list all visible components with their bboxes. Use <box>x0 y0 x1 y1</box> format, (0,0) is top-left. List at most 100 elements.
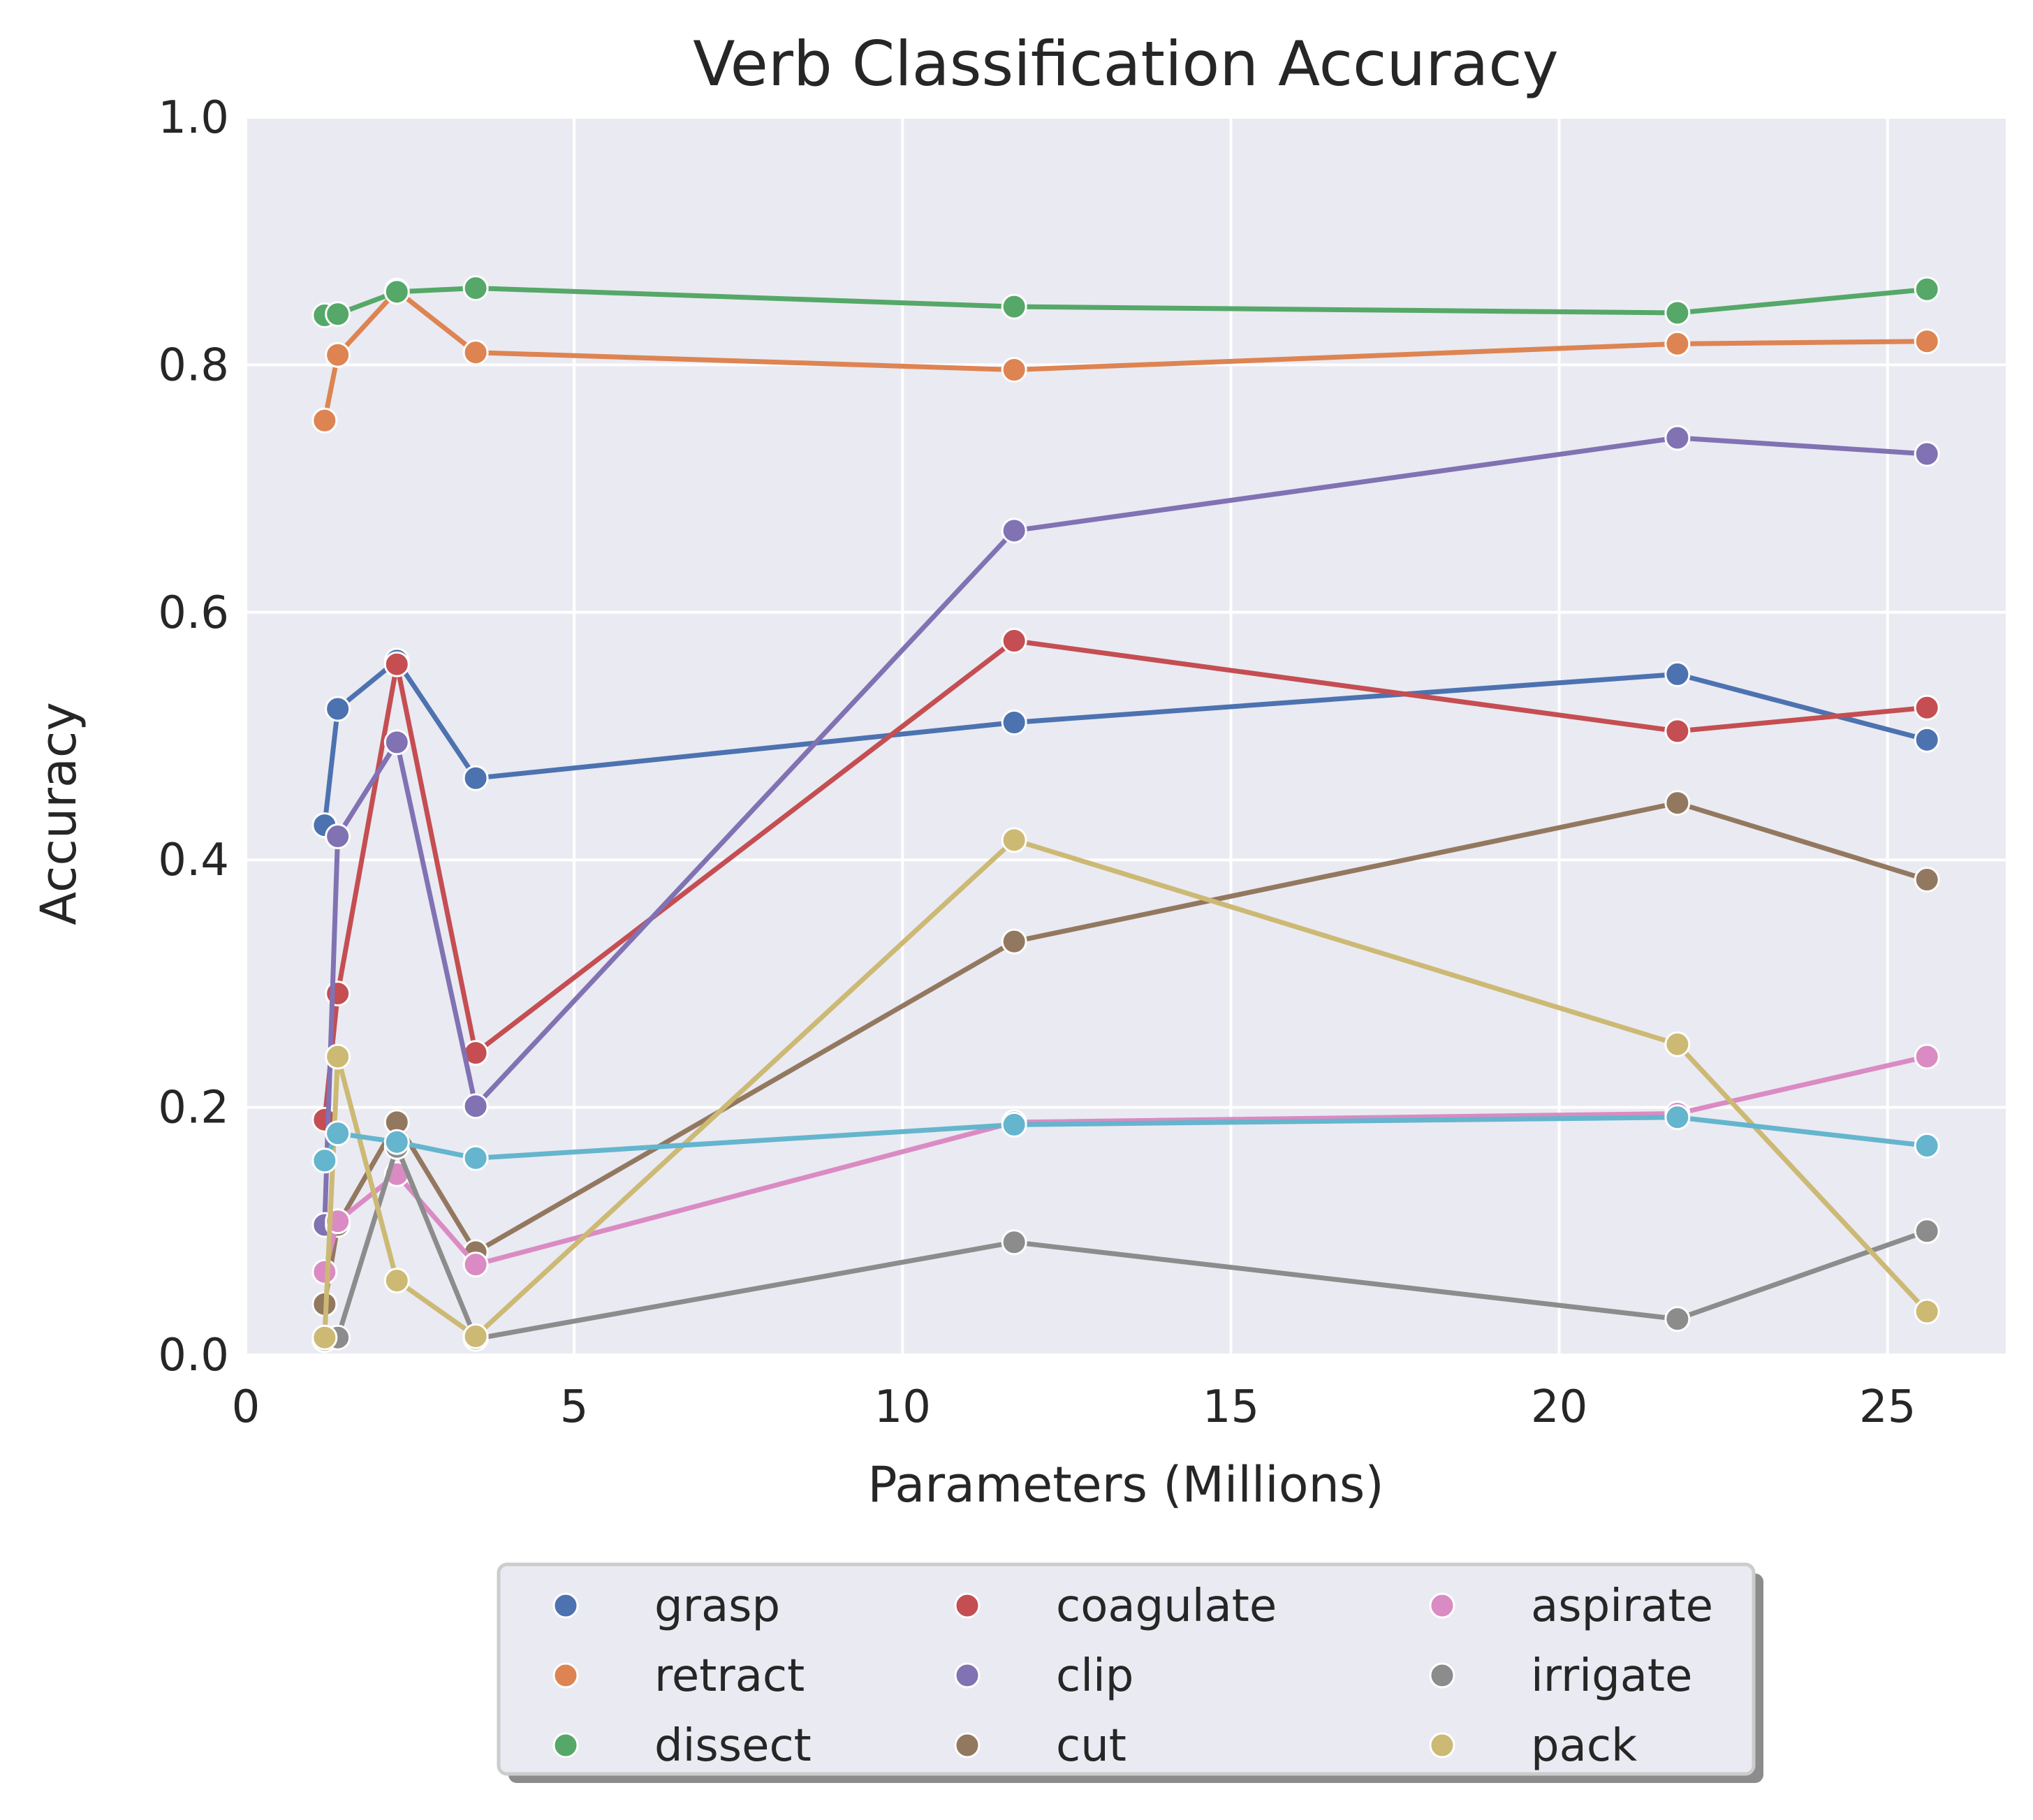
legend-label: grasp <box>654 1580 780 1632</box>
data-point <box>1001 928 1027 955</box>
x-tick-label: 15 <box>1203 1381 1259 1433</box>
series-pack <box>311 827 1940 1351</box>
series-unlabeled <box>311 1104 1940 1174</box>
data-point <box>1914 1218 1940 1245</box>
data-point <box>462 339 489 366</box>
data-point <box>1664 790 1691 816</box>
data-point <box>383 1268 410 1294</box>
x-tick-label: 25 <box>1859 1381 1916 1433</box>
data-point <box>383 651 410 677</box>
data-point <box>311 1258 338 1285</box>
y-tick-label: 0.8 <box>158 339 229 391</box>
data-point <box>1001 293 1027 320</box>
y-ticks: 0.0 0.2 0.4 0.6 0.8 1.0 <box>158 92 229 1381</box>
x-tick-label: 0 <box>232 1381 260 1433</box>
legend-label: pack <box>1531 1720 1637 1772</box>
data-point <box>1664 1104 1691 1131</box>
data-point <box>325 1120 351 1147</box>
x-ticks: 0 5 10 15 20 25 <box>232 1381 1916 1433</box>
legend-marker <box>954 1592 981 1619</box>
data-point <box>1001 827 1027 853</box>
data-point <box>1914 1298 1940 1325</box>
legend-marker <box>1429 1662 1455 1689</box>
legend-item-retract: retract <box>552 1650 805 1702</box>
data-point <box>1914 726 1940 753</box>
data-point <box>1914 694 1940 721</box>
x-tick-label: 20 <box>1531 1381 1587 1433</box>
data-point <box>325 301 351 328</box>
legend-marker <box>552 1592 579 1619</box>
data-point <box>462 765 489 791</box>
data-point <box>1664 425 1691 451</box>
data-point <box>462 1145 489 1171</box>
legend: grasp retract dissect coagulate clip cut aspir… <box>497 1562 1763 1783</box>
legend-marker <box>552 1732 579 1759</box>
data-point <box>325 823 351 850</box>
legend-item-pack: pack <box>1429 1720 1637 1772</box>
data-point <box>1001 628 1027 654</box>
legend-item-aspirate: aspirate <box>1429 1580 1713 1632</box>
data-point <box>1914 1133 1940 1159</box>
y-tick-label: 1.0 <box>158 92 229 144</box>
data-point <box>383 1129 410 1155</box>
data-point <box>311 1324 338 1351</box>
legend-marker <box>1429 1592 1455 1619</box>
legend-label: aspirate <box>1531 1580 1713 1632</box>
y-tick-label: 0.2 <box>158 1083 229 1134</box>
legend-label: dissect <box>654 1720 812 1772</box>
legend-label: clip <box>1056 1650 1133 1702</box>
data-point <box>1664 1306 1691 1333</box>
data-point <box>1001 1229 1027 1256</box>
data-point <box>462 275 489 302</box>
data-point <box>311 1147 338 1174</box>
legend-marker <box>954 1662 981 1689</box>
legend-item-cut: cut <box>954 1720 1126 1772</box>
data-point <box>311 407 338 434</box>
series-dissect <box>311 275 1940 329</box>
data-point <box>1664 330 1691 357</box>
series-group <box>311 275 1940 1353</box>
legend-label: cut <box>1056 1720 1126 1772</box>
x-tick-label: 5 <box>560 1381 589 1433</box>
legend-item-clip: clip <box>954 1650 1133 1702</box>
data-point <box>325 1043 351 1070</box>
data-point <box>325 342 351 368</box>
data-point <box>1001 1111 1027 1138</box>
data-point <box>1914 441 1940 467</box>
legend-label: retract <box>654 1650 805 1702</box>
data-point <box>1914 276 1940 302</box>
data-point <box>383 729 410 756</box>
legend-marker <box>1429 1732 1455 1759</box>
y-tick-label: 0.6 <box>158 587 229 639</box>
legend-item-grasp: grasp <box>552 1580 780 1632</box>
legend-marker <box>954 1732 981 1759</box>
legend-label: coagulate <box>1056 1580 1277 1632</box>
data-point <box>462 1093 489 1120</box>
data-point <box>462 1252 489 1278</box>
legend-label: irrigate <box>1531 1650 1692 1702</box>
data-point <box>325 981 351 1007</box>
data-point <box>1914 328 1940 355</box>
plot-area <box>246 117 2006 1355</box>
data-point <box>1001 518 1027 544</box>
data-point <box>1664 1031 1691 1057</box>
data-point <box>462 1323 489 1349</box>
data-point <box>1001 710 1027 736</box>
y-axis-label: Accuracy <box>30 702 87 925</box>
x-tick-label: 10 <box>874 1381 931 1433</box>
data-point <box>1001 356 1027 383</box>
data-point <box>1914 1043 1940 1070</box>
y-tick-label: 0.0 <box>158 1330 229 1381</box>
x-axis-label: Parameters (Millions) <box>867 1456 1384 1513</box>
legend-items: grasp retract dissect coagulate clip cut aspir… <box>552 1580 1713 1772</box>
legend-item-dissect: dissect <box>552 1720 812 1772</box>
data-point <box>1664 661 1691 687</box>
data-point <box>1664 300 1691 326</box>
legend-item-coagulate: coagulate <box>954 1580 1277 1632</box>
grid <box>244 116 2006 1356</box>
legend-marker <box>552 1662 579 1689</box>
legend-item-irrigate: irrigate <box>1429 1650 1692 1702</box>
data-point <box>383 279 410 305</box>
data-point <box>1664 718 1691 744</box>
